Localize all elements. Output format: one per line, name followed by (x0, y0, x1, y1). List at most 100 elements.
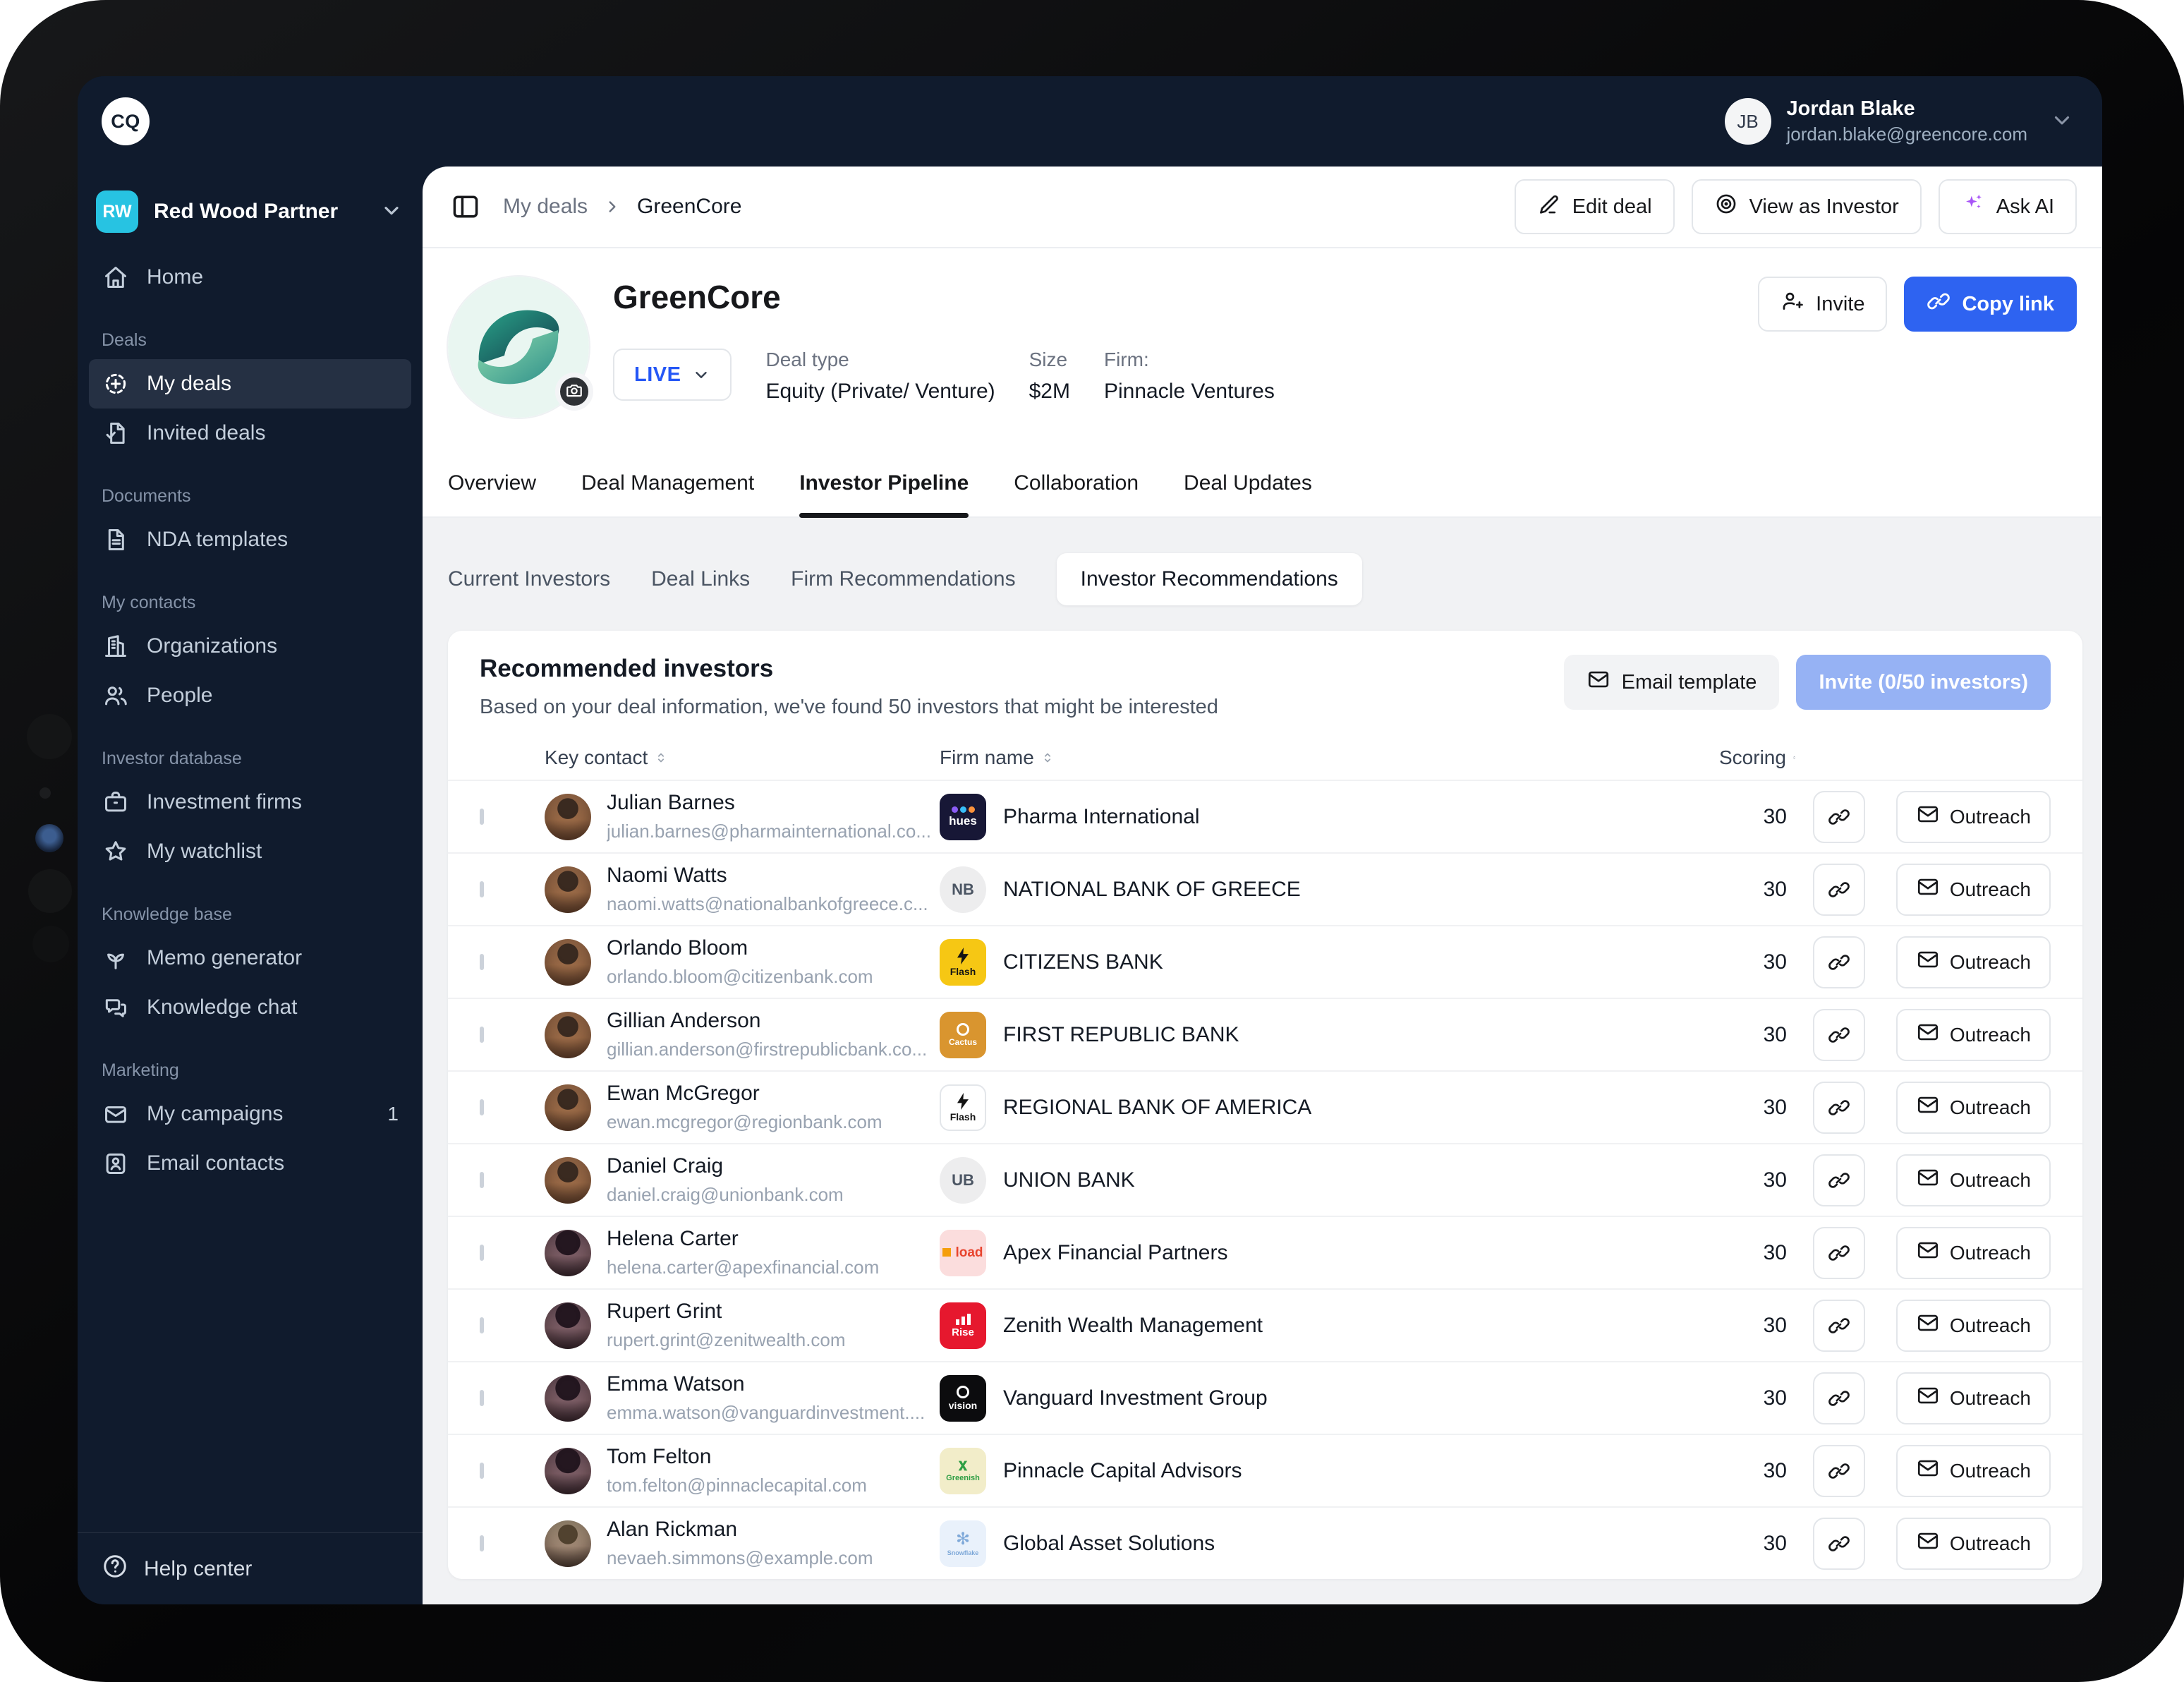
key-contact-cell: Rupert Grint rupert.grint@zenitwealth.com (545, 1300, 940, 1351)
subtab-investor-recommendations[interactable]: Investor Recommendations (1056, 553, 1362, 605)
subtab-deal-links[interactable]: Deal Links (651, 567, 751, 591)
change-photo-button[interactable] (555, 373, 593, 411)
outreach-button[interactable]: Outreach (1895, 1444, 2051, 1497)
sidebar-item-label: Invited deals (147, 421, 266, 444)
copy-row-link-button[interactable] (1813, 1081, 1865, 1134)
sidebar-item-email-contacts[interactable]: Email contacts (89, 1139, 411, 1188)
mail-icon (102, 1100, 130, 1128)
contact-name: Rupert Grint (607, 1300, 722, 1323)
score-value: 30 (1763, 1240, 1787, 1264)
copy-row-link-button[interactable] (1813, 1154, 1865, 1206)
ask-ai-button[interactable]: Ask AI (1938, 179, 2077, 234)
link-icon (1828, 954, 1850, 970)
user-menu[interactable]: JB Jordan Blake jordan.blake@greencore.c… (1724, 97, 2074, 145)
row-checkbox[interactable] (480, 1462, 484, 1479)
tab-collaboration[interactable]: Collaboration (1014, 471, 1139, 495)
view-as-investor-button[interactable]: View as Investor (1691, 179, 1922, 234)
outreach-button[interactable]: Outreach (1895, 1008, 2051, 1061)
tab-overview[interactable]: Overview (448, 471, 537, 495)
column-scoring[interactable]: Scoring (1719, 746, 1797, 769)
outreach-button[interactable]: Outreach (1895, 1154, 2051, 1206)
outreach-button[interactable]: Outreach (1895, 1517, 2051, 1570)
edit-deal-button[interactable]: Edit deal (1514, 179, 1675, 234)
help-icon (102, 1553, 128, 1585)
copy-row-link-button[interactable] (1813, 1226, 1865, 1279)
sidebar-item-people[interactable]: People (89, 671, 411, 720)
tab-deal-management[interactable]: Deal Management (581, 471, 755, 495)
subtab-firm-recommendations[interactable]: Firm Recommendations (791, 567, 1016, 591)
copy-row-link-button[interactable] (1813, 1444, 1865, 1497)
row-checkbox[interactable] (480, 1389, 484, 1406)
table-row: Tom Felton tom.felton@pinnaclecapital.com… (448, 1434, 2082, 1506)
column-firm-name[interactable]: Firm name (940, 746, 1719, 769)
score-value: 30 (1763, 1458, 1787, 1482)
sidebar-toggle-icon[interactable] (448, 189, 483, 224)
chat-icon (102, 993, 130, 1022)
row-checkbox[interactable] (480, 1099, 484, 1115)
sidebar-item-investment-firms[interactable]: Investment firms (89, 778, 411, 827)
key-contact-cell: Tom Felton tom.felton@pinnaclecapital.com (545, 1445, 940, 1496)
column-key-contact[interactable]: Key contact (545, 746, 940, 769)
invite-investors-button[interactable]: Invite (0/50 investors) (1796, 655, 2051, 710)
row-checkbox[interactable] (480, 953, 484, 970)
copy-row-link-button[interactable] (1813, 1008, 1865, 1061)
copy-row-link-button[interactable] (1813, 1372, 1865, 1424)
outreach-button[interactable]: Outreach (1895, 790, 2051, 843)
firm-name: Pharma International (1003, 804, 1200, 828)
workspace-switcher[interactable]: RW Red Wood Partner (78, 167, 423, 240)
app-logo[interactable]: CQ (102, 97, 150, 145)
outreach-button[interactable]: Outreach (1895, 1299, 2051, 1352)
copy-row-link-button[interactable] (1813, 790, 1865, 843)
invite-button[interactable]: Invite (1758, 277, 1888, 332)
sidebar-item-home[interactable]: Home (89, 253, 411, 302)
row-checkbox[interactable] (480, 808, 484, 825)
copy-row-link-button[interactable] (1813, 936, 1865, 988)
deal-status-dropdown[interactable]: LIVE (613, 349, 732, 401)
copy-link-button[interactable]: Copy link (1904, 277, 2077, 332)
sidebar-item-help-center[interactable]: Help center (78, 1532, 423, 1604)
row-checkbox[interactable] (480, 1317, 484, 1333)
copy-row-link-button[interactable] (1813, 1299, 1865, 1352)
outreach-button[interactable]: Outreach (1895, 1372, 2051, 1424)
row-checkbox[interactable] (480, 881, 484, 897)
outreach-button[interactable]: Outreach (1895, 1226, 2051, 1279)
sidebar-item-my-watchlist[interactable]: My watchlist (89, 827, 411, 876)
copy-row-link-button[interactable] (1813, 1517, 1865, 1570)
sidebar-item-organizations[interactable]: Organizations (89, 622, 411, 671)
firm-name: Vanguard Investment Group (1003, 1386, 1268, 1410)
sidebar-section-label: My contacts (102, 593, 196, 612)
outreach-button[interactable]: Outreach (1895, 936, 2051, 988)
outreach-button[interactable]: Outreach (1895, 1081, 2051, 1134)
row-checkbox[interactable] (480, 1171, 484, 1188)
org-icon (102, 632, 130, 660)
subtab-current-investors[interactable]: Current Investors (448, 567, 611, 591)
snowflake-icon: ✻ (955, 1529, 971, 1549)
row-checkbox[interactable] (480, 1026, 484, 1043)
copy-row-link-button[interactable] (1813, 863, 1865, 916)
contact-avatar (545, 1229, 591, 1276)
contact-name: Orlando Bloom (607, 936, 748, 960)
sidebar-item-knowledge-chat[interactable]: Knowledge chat (89, 983, 411, 1032)
firm-logo: Flash (940, 1084, 986, 1131)
tab-deal-updates[interactable]: Deal Updates (1184, 471, 1312, 495)
row-checkbox[interactable] (480, 1244, 484, 1261)
outreach-label: Outreach (1949, 1241, 2031, 1264)
breadcrumb-parent[interactable]: My deals (503, 195, 588, 218)
outreach-button[interactable]: Outreach (1895, 863, 2051, 916)
tab-investor-pipeline[interactable]: Investor Pipeline (799, 450, 969, 518)
sidebar-item-my-campaigns[interactable]: My campaigns 1 (89, 1089, 411, 1139)
row-checkbox[interactable] (480, 1535, 484, 1551)
breadcrumb-bar: My deals GreenCore Edit deal (423, 167, 2102, 248)
sidebar-item-invited-deals[interactable]: Invited deals (89, 409, 411, 458)
sidebar-item-nda-templates[interactable]: NDA templates (89, 515, 411, 564)
email-template-button[interactable]: Email template (1563, 655, 1780, 710)
breadcrumb-current: GreenCore (637, 195, 742, 218)
firm-logo: NB (940, 866, 986, 913)
sidebar-item-memo-generator[interactable]: Memo generator (89, 933, 411, 983)
firm-cell: ✻ Snowflake Global Asset Solutions (940, 1520, 1719, 1567)
firm-name: Zenith Wealth Management (1003, 1313, 1263, 1337)
firm-name: Global Asset Solutions (1003, 1531, 1215, 1555)
sidebar-item-my-deals[interactable]: My deals (89, 359, 411, 409)
sparkles-icon (1961, 192, 1985, 222)
table-row: Julian Barnes julian.barnes@pharmainterna… (448, 780, 2082, 852)
